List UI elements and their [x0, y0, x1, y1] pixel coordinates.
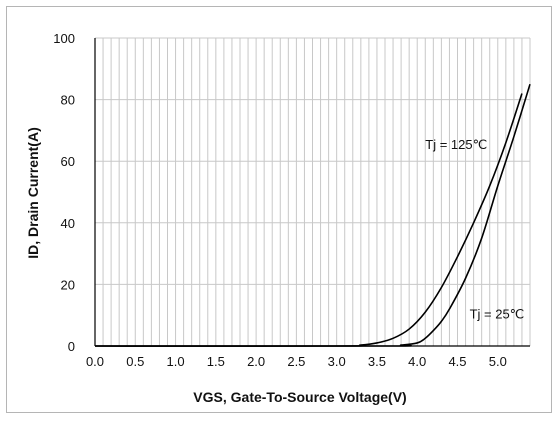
x-tick-label: 2.5	[287, 354, 305, 369]
y-tick-label: 20	[61, 277, 75, 292]
series-annotation: Tj = 25℃	[470, 306, 525, 321]
x-tick-label: 3.5	[368, 354, 386, 369]
y-tick-labels: 0 20 40 60 80 100	[53, 31, 75, 354]
y-tick-label: 100	[53, 31, 75, 46]
x-tick-label: 3.0	[328, 354, 346, 369]
x-tick-label: 1.5	[207, 354, 225, 369]
y-axis-label: ID, Drain Current(A)	[25, 127, 41, 258]
x-axis-label: VGS, Gate-To-Source Voltage(V)	[193, 389, 406, 405]
chart-frame	[6, 6, 552, 413]
grid	[94, 37, 531, 347]
y-tick-label: 80	[61, 93, 75, 108]
y-tick-label: 60	[61, 154, 75, 169]
x-tick-label: 0.0	[86, 354, 104, 369]
x-tick-label: 4.5	[448, 354, 466, 369]
y-tick-label: 40	[61, 216, 75, 231]
x-tick-label: 1.0	[167, 354, 185, 369]
x-tick-labels: 0.0 0.5 1.0 1.5 2.0 2.5 3.0 3.5 4.0 4.5 5.0	[86, 354, 507, 369]
series-annotation: Tj = 125℃	[425, 137, 487, 152]
x-tick-label: 4.0	[408, 354, 426, 369]
x-tick-label: 0.5	[126, 354, 144, 369]
x-tick-label: 2.0	[247, 354, 265, 369]
y-tick-label: 0	[68, 339, 75, 354]
series-line-tj-25	[94, 83, 531, 347]
series-lines	[94, 83, 531, 347]
x-tick-label: 5.0	[489, 354, 507, 369]
annotations: Tj = 125℃ Tj = 25℃	[425, 137, 524, 321]
